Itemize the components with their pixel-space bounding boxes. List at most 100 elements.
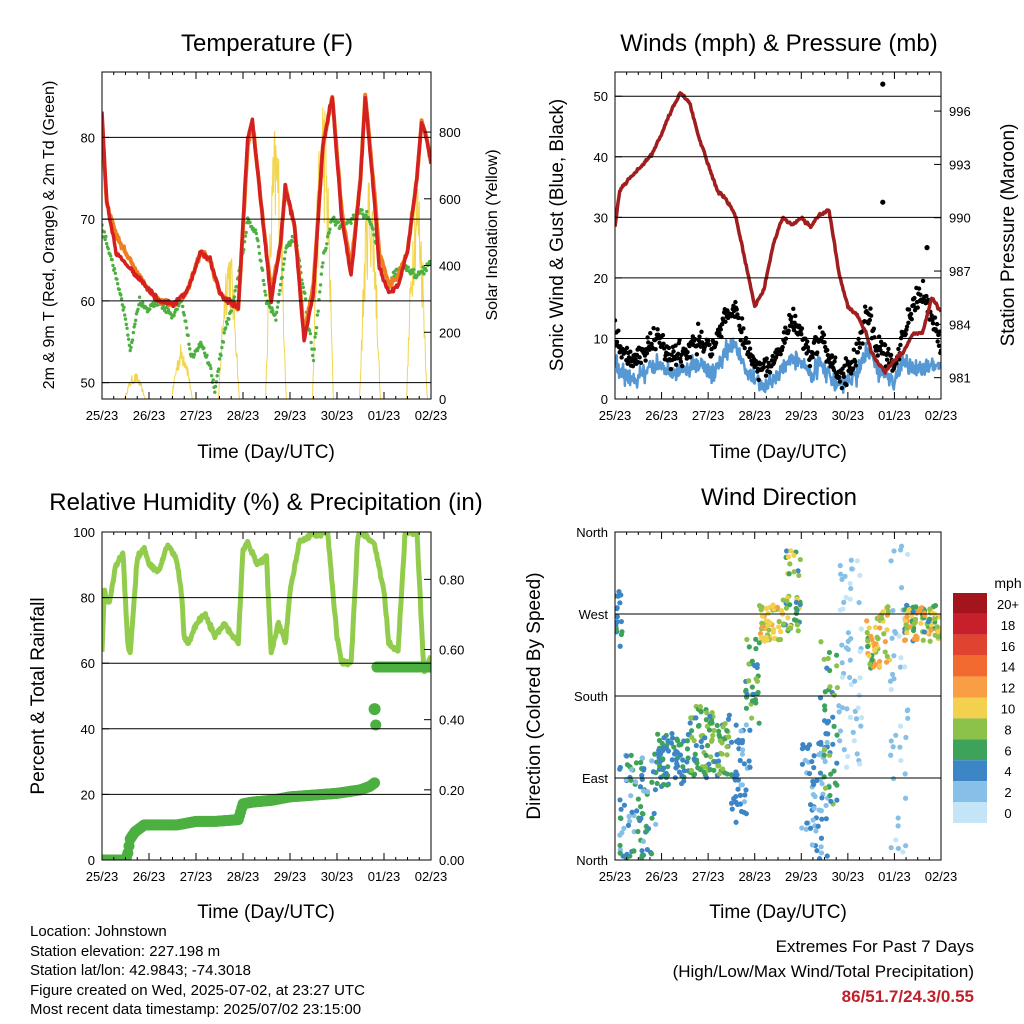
direction-point [669, 757, 675, 763]
direction-point [716, 771, 723, 777]
gust-point [742, 345, 747, 351]
dewpoint-point [325, 234, 330, 239]
gust-point [756, 377, 761, 383]
dewpoint-point [309, 340, 313, 345]
direction-point [910, 609, 916, 615]
direction-point [814, 777, 820, 784]
direction-point [724, 771, 730, 777]
dewpoint-point [275, 305, 280, 309]
direction-point [785, 626, 791, 632]
direction-point [905, 715, 911, 721]
gust-point [791, 306, 796, 311]
direction-point [615, 627, 619, 633]
dewpoint-point [321, 261, 325, 265]
direction-point [637, 784, 644, 790]
speed-legend-swatch [953, 655, 987, 677]
dewpoint-point [313, 335, 317, 339]
speed-legend-label: 2 [1004, 785, 1011, 800]
direction-point [625, 822, 632, 828]
direction-point [884, 659, 890, 665]
gust-point [709, 352, 715, 357]
direction-point [692, 751, 698, 757]
direction-point [695, 765, 701, 771]
direction-point [739, 751, 745, 757]
direction-point [839, 642, 845, 648]
dewpoint-point [126, 333, 130, 337]
direction-point [777, 628, 784, 635]
gust-point [655, 327, 660, 332]
station-latlon: Station lat/lon: 42.9843; -74.3018 [30, 962, 252, 979]
direction-point [818, 808, 824, 814]
winds-xtick-label: 02/23 [925, 408, 958, 423]
direction-xtick-label: 30/23 [832, 869, 865, 884]
gust-point [930, 321, 936, 326]
direction-point [744, 691, 750, 697]
direction-point [784, 598, 790, 604]
direction-point [809, 758, 815, 765]
direction-point [726, 712, 732, 718]
direction-point [893, 837, 899, 843]
direction-point [818, 844, 824, 850]
dewpoint-point [217, 367, 221, 371]
direction-xtick-label: 27/23 [692, 869, 725, 884]
direction-point [770, 602, 776, 608]
gust-point [906, 320, 911, 325]
direction-point [757, 630, 764, 637]
dewpoint-point [244, 230, 248, 235]
direction-point [743, 722, 749, 728]
humidity-xtick-label: 30/23 [321, 869, 354, 884]
direction-point [753, 646, 759, 652]
dewpoint-point [136, 307, 140, 311]
humidity-y2tick-label: 0.60 [439, 643, 464, 658]
dewpoint-point [220, 345, 224, 350]
direction-point [756, 720, 762, 726]
direction-point [822, 785, 829, 791]
dewpoint-point [128, 348, 132, 353]
direction-point [631, 848, 637, 854]
dewpoint-point [278, 282, 283, 287]
direction-point [849, 566, 855, 572]
direction-point [803, 744, 810, 751]
direction-point [897, 744, 903, 750]
humidity-y2tick-label: 0.80 [439, 572, 464, 587]
direction-point [743, 705, 750, 711]
speed-legend-label: 6 [1004, 743, 1011, 758]
dewpoint-point [221, 340, 226, 344]
direction-point [848, 681, 854, 687]
direction-point [857, 648, 863, 655]
direction-point [776, 618, 782, 625]
direction-point [906, 606, 912, 613]
direction-point [821, 747, 828, 753]
dewpoint-point [112, 266, 117, 271]
direction-point [903, 734, 909, 741]
gust-point [811, 351, 816, 356]
direction-point [733, 793, 739, 800]
dewpoint-point [202, 346, 206, 350]
direction-point [868, 633, 874, 639]
direction-point [741, 809, 747, 816]
direction-point [823, 731, 829, 737]
gust-point [713, 340, 719, 346]
winds-ytick-label: 0 [601, 392, 608, 407]
direction-point [638, 759, 644, 766]
figure-created: Figure created on Wed, 2025-07-02, at 23… [30, 981, 365, 999]
gust-point [646, 340, 651, 345]
gust-point [911, 302, 916, 308]
direction-point [827, 684, 833, 690]
direction-point [639, 852, 645, 858]
dewpoint-point [215, 374, 219, 378]
direction-point [759, 613, 766, 619]
direction-point [888, 558, 894, 564]
gust-point [763, 373, 769, 378]
gust-point [937, 329, 941, 334]
direction-point [677, 752, 684, 758]
dewpoint-point [227, 317, 231, 321]
temperature-title: Temperature (F) [181, 30, 353, 57]
direction-point [834, 797, 840, 803]
direction-point [626, 818, 633, 824]
gust-point [615, 339, 620, 344]
direction-point [649, 815, 655, 821]
direction-point [821, 752, 827, 758]
direction-point [900, 849, 906, 855]
direction-point [618, 618, 624, 625]
